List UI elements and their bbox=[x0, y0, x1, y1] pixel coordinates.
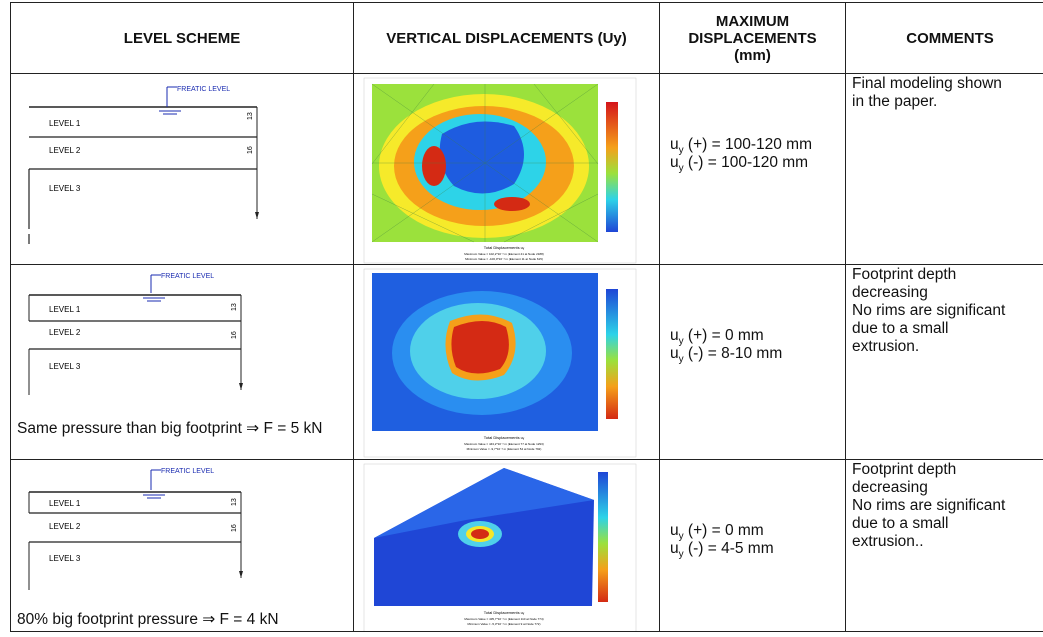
plot-title: Total Displacements uᵧ bbox=[484, 245, 525, 250]
results-table: LEVEL SCHEME VERTICAL DISPLACEMENTS (Uy)… bbox=[10, 2, 1043, 632]
level-scheme-cell: FREATIC LEVEL LEVEL 1 LEVEL 2 LEVEL 3 13… bbox=[10, 264, 354, 460]
level-2-label: LEVEL 2 bbox=[49, 522, 81, 531]
dim-13: 13 bbox=[231, 303, 238, 311]
level-scheme-diagram: FREATIC LEVEL LEVEL 1 LEVEL 2 LEVEL 3 13… bbox=[28, 86, 259, 244]
freatic-level-label: FREATIC LEVEL bbox=[161, 468, 214, 475]
dim-13: 13 bbox=[231, 498, 238, 506]
plot-max: Maximum Value = 435,7*10⁻³ m (Element 11… bbox=[464, 617, 543, 621]
level-2-label: LEVEL 2 bbox=[49, 146, 81, 155]
level-scheme-cell: FREATIC LEVEL LEVEL 1 LEVEL 2 LEVEL 3 13… bbox=[10, 73, 354, 265]
header-row: LEVEL SCHEME VERTICAL DISPLACEMENTS (Uy)… bbox=[10, 2, 1043, 74]
disp-minus: uy (-) = 4-5 mm bbox=[670, 540, 774, 561]
header-level-scheme: LEVEL SCHEME bbox=[10, 2, 354, 74]
plot-title: Total Displacements uᵧ bbox=[484, 610, 525, 615]
disp-plus: uy (+) = 100-120 mm bbox=[670, 136, 812, 157]
comment-cell: Final modeling shown in the paper. bbox=[845, 73, 1043, 265]
max-displacement-cell: uy (+) = 0 mm uy (-) = 8-10 mm bbox=[659, 264, 846, 460]
max-displacement-cell: uy (+) = 100-120 mm uy (-) = 100-120 mm bbox=[659, 73, 846, 265]
plot-min: Minimum Value = -100,0*10⁻³ m (Element 1… bbox=[465, 257, 543, 261]
level-3-label: LEVEL 3 bbox=[49, 554, 81, 563]
displacement-plot-cell: Total Displacements uᵧ Maximum Value = 1… bbox=[353, 73, 660, 265]
max-displacement-cell: uy (+) = 0 mm uy (-) = 4-5 mm bbox=[659, 459, 846, 632]
displacement-plot-cell: Total Displacements uᵧ Maximum Value = 4… bbox=[353, 264, 660, 460]
displacement-plot-cell: Total Displacements uᵧ Maximum Value = 4… bbox=[353, 459, 660, 632]
level-3-label: LEVEL 3 bbox=[49, 184, 81, 193]
plot-max: Maximum Value = 102,2*10⁻³ m (Element 41… bbox=[464, 252, 544, 256]
table-row: FREATIC LEVEL LEVEL 1 LEVEL 2 LEVEL 3 13… bbox=[10, 73, 1043, 265]
level-1-label: LEVEL 1 bbox=[49, 119, 81, 128]
comment-text: Final modeling shown in the paper. bbox=[852, 75, 1002, 110]
table-row: FREATIC LEVEL LEVEL 1 LEVEL 2 LEVEL 3 13… bbox=[10, 264, 1043, 460]
freatic-level-label: FREATIC LEVEL bbox=[177, 86, 230, 93]
level-1-label: LEVEL 1 bbox=[49, 305, 81, 314]
dim-16: 16 bbox=[247, 146, 254, 154]
comment-text: Footprint depth decreasing No rims are si… bbox=[852, 461, 1006, 550]
plot-max: Maximum Value = 443,2*10⁻³ m (Element 77… bbox=[464, 442, 544, 446]
disp-plus: uy (+) = 0 mm bbox=[670, 522, 764, 543]
level-scheme-diagram: FREATIC LEVEL LEVEL 1 LEVEL 2 LEVEL 3 13… bbox=[28, 273, 243, 395]
comment-text: Footprint depth decreasing No rims are si… bbox=[852, 266, 1006, 355]
table-row: FREATIC LEVEL LEVEL 1 LEVEL 2 LEVEL 3 13… bbox=[10, 459, 1043, 632]
comment-cell: Footprint depth decreasing No rims are si… bbox=[845, 459, 1043, 632]
displacement-plot-3: Total Displacements uᵧ Maximum Value = 4… bbox=[363, 463, 637, 631]
disp-plus: uy (+) = 0 mm bbox=[670, 327, 764, 348]
load-caption: 80% big footprint pressure ⇒ F = 4 kN bbox=[17, 611, 279, 628]
header-vertical-displacements: VERTICAL DISPLACEMENTS (Uy) bbox=[353, 2, 660, 74]
plot-min: Minimum Value = -5,3*10⁻³ m (Element 9 a… bbox=[468, 622, 541, 626]
disp-minus: uy (-) = 8-10 mm bbox=[670, 345, 783, 366]
dim-16: 16 bbox=[231, 524, 238, 532]
header-comments: COMMENTS bbox=[845, 2, 1043, 74]
level-3-label: LEVEL 3 bbox=[49, 362, 81, 371]
displacement-plot-2: Total Displacements uᵧ Maximum Value = 4… bbox=[363, 268, 637, 458]
freatic-level-label: FREATIC LEVEL bbox=[161, 273, 214, 280]
level-scheme-diagram: FREATIC LEVEL LEVEL 1 LEVEL 2 LEVEL 3 13… bbox=[28, 468, 243, 590]
level-2-label: LEVEL 2 bbox=[49, 328, 81, 337]
dim-13: 13 bbox=[247, 112, 254, 120]
level-scheme-cell: FREATIC LEVEL LEVEL 1 LEVEL 2 LEVEL 3 13… bbox=[10, 459, 354, 632]
level-1-label: LEVEL 1 bbox=[49, 499, 81, 508]
plot-min: Minimum Value = -9,7*10⁻³ m (Element 54 … bbox=[467, 447, 542, 451]
plot-title: Total Displacements uᵧ bbox=[484, 435, 525, 440]
header-max-displacements: MAXIMUM DISPLACEMENTS (mm) bbox=[659, 2, 846, 74]
load-caption: Same pressure than big footprint ⇒ F = 5… bbox=[17, 420, 323, 437]
displacement-plot-1: Total Displacements uᵧ Maximum Value = 1… bbox=[363, 77, 637, 264]
comment-cell: Footprint depth decreasing No rims are si… bbox=[845, 264, 1043, 460]
dim-16: 16 bbox=[231, 331, 238, 339]
disp-minus: uy (-) = 100-120 mm bbox=[670, 154, 809, 175]
